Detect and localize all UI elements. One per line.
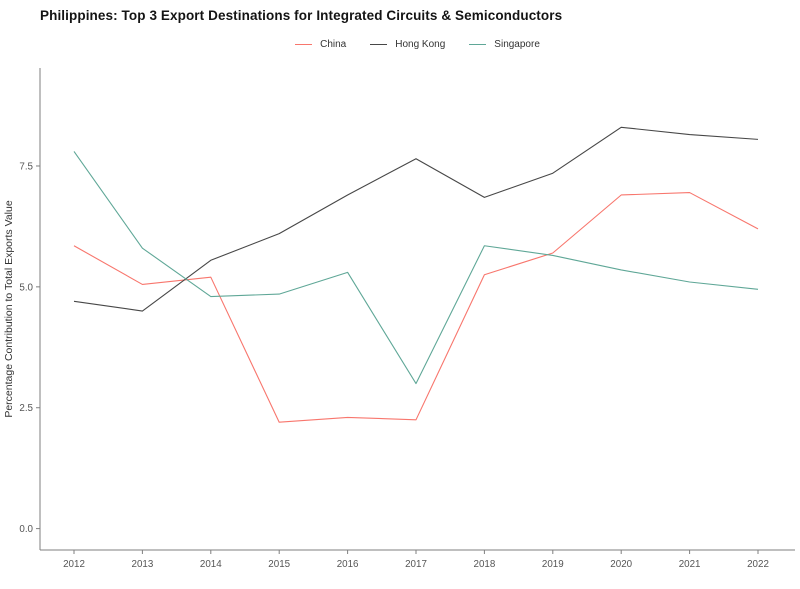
x-tick-label: 2021 xyxy=(679,559,701,570)
legend-item-hong-kong: Hong Kong xyxy=(370,39,445,50)
x-tick-label: 2013 xyxy=(132,559,154,570)
y-tick-label: 5.0 xyxy=(19,282,33,293)
legend-line-key-icon xyxy=(469,43,487,45)
y-tick-label: 2.5 xyxy=(19,403,33,414)
legend: China Hong Kong Singapore xyxy=(40,37,795,51)
y-axis-title: Percentage Contribution to Total Exports… xyxy=(3,200,15,417)
series-line-china xyxy=(73,192,759,423)
x-tick-label: 2016 xyxy=(337,559,359,570)
y-tick-label: 7.5 xyxy=(19,161,33,172)
series-line-hong-kong xyxy=(73,126,759,312)
legend-line-key-icon xyxy=(370,43,388,45)
legend-label: Singapore xyxy=(494,38,540,50)
legend-label: Hong Kong xyxy=(395,38,446,50)
series-line-singapore xyxy=(73,151,759,385)
x-tick-label: 2015 xyxy=(268,559,290,570)
legend-item-china: China xyxy=(295,39,346,50)
legend-item-singapore: Singapore xyxy=(469,39,540,50)
legend-label: China xyxy=(320,38,347,50)
x-tick-label: 2017 xyxy=(405,559,427,570)
y-tick-label: 0.0 xyxy=(19,524,33,535)
x-tick-label: 2019 xyxy=(542,559,564,570)
x-tick-label: 2020 xyxy=(610,559,632,570)
x-tick-label: 2012 xyxy=(63,559,85,570)
x-tick-label: 2022 xyxy=(747,559,769,570)
chart-title: Philippines: Top 3 Export Destinations f… xyxy=(40,8,563,23)
x-tick-label: 2018 xyxy=(474,559,496,570)
x-tick-label: 2014 xyxy=(200,559,222,570)
legend-line-key-icon xyxy=(295,43,313,45)
